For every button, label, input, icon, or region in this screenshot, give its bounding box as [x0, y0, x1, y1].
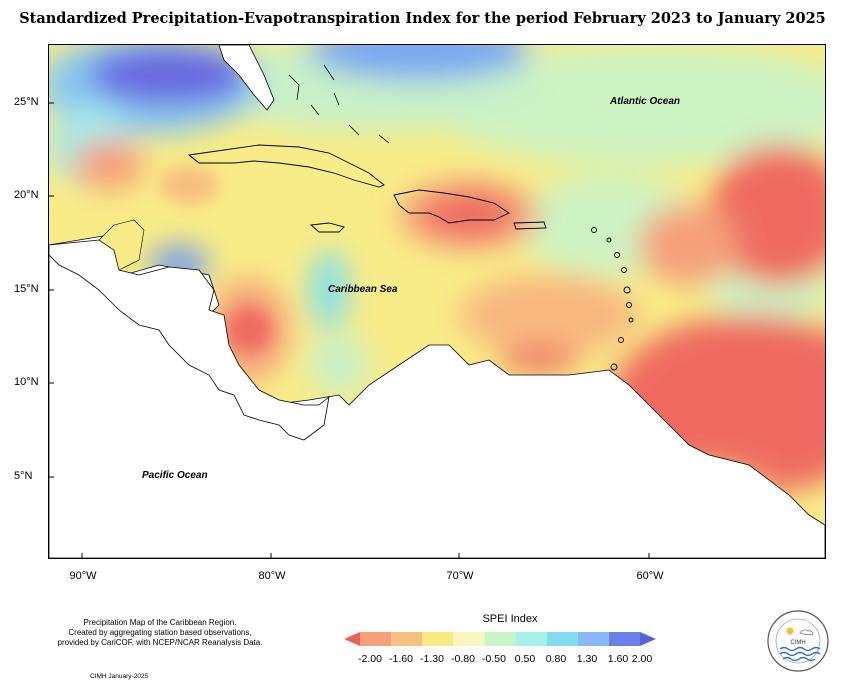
legend-label: -2.00 [358, 653, 382, 665]
footnote-line: Precipitation Map of the Caribbean Regio… [83, 618, 237, 627]
bahamas-outline [288, 64, 390, 144]
legend-title: SPEI Index [482, 613, 538, 625]
legend-label: 2.00 [631, 653, 653, 665]
pacific-ocean-label: Pacific Ocean [142, 470, 208, 481]
legend-colorbar [344, 632, 656, 646]
central-america-land [49, 239, 330, 441]
puerto-rico-outline [513, 221, 547, 230]
legend-label: -1.60 [389, 653, 413, 665]
legend-label: 0.50 [514, 653, 536, 665]
lesser-antilles-outline [591, 227, 634, 371]
yucatan-outline [98, 219, 145, 271]
caribbean-sea-label: Caribbean Sea [328, 284, 398, 295]
legend-swatch [391, 632, 423, 646]
legend-label: 1.30 [576, 653, 598, 665]
lat-label-15n: 15°N [14, 283, 39, 295]
legend-labels: -2.00 -1.60 -1.30 -0.80 -0.50 0.50 0.80 … [352, 653, 652, 667]
jamaica-outline [309, 222, 345, 233]
axis-ticks [49, 102, 650, 558]
map-footnote: Precipitation Map of the Caribbean Regio… [40, 618, 280, 648]
legend-label: -0.80 [451, 653, 475, 665]
legend-swatch [344, 632, 360, 646]
legend-swatch [640, 632, 656, 646]
legend-label: 0.80 [545, 653, 567, 665]
cuba-outline [187, 144, 385, 188]
lat-label-5n: 5°N [14, 470, 33, 482]
legend-swatch [608, 632, 640, 646]
lat-label-25n: 25°N [14, 96, 39, 108]
lon-label-60w: 60°W [636, 570, 664, 582]
footnote-line: Created by aggregating station based obs… [68, 628, 252, 637]
map-area[interactable] [48, 44, 826, 559]
legend-swatch [484, 632, 516, 646]
lat-label-10n: 10°N [14, 376, 39, 388]
atlantic-ocean-label: Atlantic Ocean [610, 96, 681, 107]
hispaniola-outline [393, 189, 510, 224]
legend-label: -0.50 [482, 653, 506, 665]
lon-label-70w: 70°W [446, 570, 474, 582]
credit-text: CIMH January-2025 [90, 673, 149, 680]
legend-label: -1.30 [420, 653, 444, 665]
cloud-icon [799, 629, 814, 636]
logo-text: CIMH [790, 640, 805, 646]
spei-map [49, 45, 825, 558]
lon-label-90w: 90°W [69, 570, 97, 582]
footnote-line: provided by CariCOF, with NCEP/NCAR Rean… [57, 638, 263, 647]
legend-label: 1.60 [607, 653, 629, 665]
legend-swatch [360, 632, 392, 646]
map-title: Standardized Precipitation-Evapotranspir… [19, 10, 826, 27]
sun-icon [786, 627, 794, 635]
waves-icon [779, 646, 821, 662]
legend-swatch [453, 632, 485, 646]
lat-label-20n: 20°N [14, 189, 39, 201]
lon-label-80w: 80°W [258, 570, 286, 582]
cimh-logo: CIMH [767, 610, 829, 672]
legend-swatch [546, 632, 578, 646]
mainland-land [49, 234, 825, 558]
legend-swatch [422, 632, 454, 646]
legend-swatch [577, 632, 609, 646]
legend-swatch [515, 632, 547, 646]
florida-land [218, 45, 275, 111]
